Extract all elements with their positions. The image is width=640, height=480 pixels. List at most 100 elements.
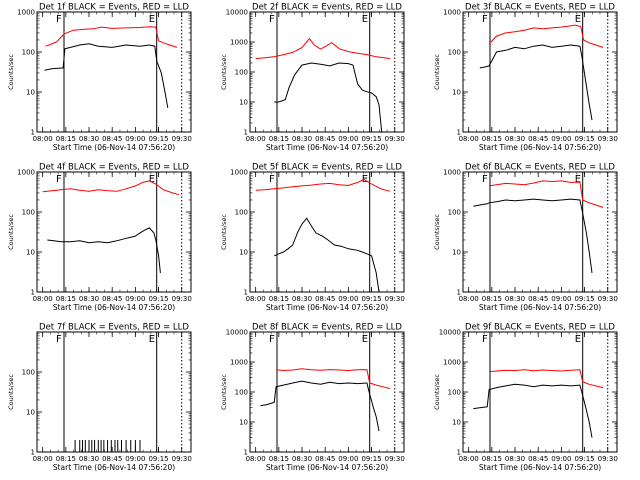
x-tick-label: 09:30	[172, 135, 192, 143]
y-tick-label: 1	[31, 129, 35, 137]
y-tick-label: 10000	[439, 329, 461, 337]
x-tick-label: 08:45	[528, 295, 548, 303]
y-tick-label: 1	[244, 289, 248, 297]
x-tick-label: 09:15	[574, 295, 594, 303]
time-marker-flag: E	[149, 174, 155, 185]
x-tick-label: 08:15	[56, 455, 76, 463]
time-marker-flag: F	[482, 174, 488, 185]
y-tick-label: 1000	[230, 169, 248, 177]
time-marker-flag: F	[269, 174, 275, 185]
y-tick-label: 10	[239, 99, 248, 107]
chart-panel: Det 2f BLACK = Events, RED = LLD 1 10 100 10…	[220, 3, 405, 153]
plot-frame	[36, 11, 192, 133]
lld-rate-line	[255, 178, 391, 192]
x-tick-label: 09:00	[125, 455, 145, 463]
chart-panel: Det 7f BLACK = Events, RED = LLD 1 10 100 08…	[7, 323, 192, 473]
x-tick-label: 08:15	[269, 455, 289, 463]
x-tick-label: 08:45	[102, 455, 122, 463]
x-tick-label: 08:30	[79, 455, 99, 463]
y-tick-label: 1000	[443, 169, 461, 177]
x-tick-label: 08:30	[292, 135, 312, 143]
y-tick-label: 100	[235, 69, 248, 77]
time-marker-flag: E	[149, 334, 155, 345]
x-axis-title: Start Time (06-Nov-14 07:56:20)	[53, 303, 175, 312]
plot-frame	[249, 331, 405, 453]
time-marker-flag: F	[482, 14, 488, 25]
time-marker-flag: F	[56, 334, 62, 345]
events-rate-line	[473, 383, 593, 438]
chart-panel: Det 6f BLACK = Events, RED = LLD 1 10 100 10…	[433, 163, 618, 313]
events-rate-line	[274, 62, 383, 133]
x-tick-label: 08:45	[315, 455, 335, 463]
y-tick-label: 1	[31, 449, 35, 457]
x-tick-label: 08:00	[246, 295, 266, 303]
time-marker-flag: E	[149, 14, 155, 25]
y-tick-label: 100	[22, 49, 35, 57]
time-marker-flag: F	[482, 334, 488, 345]
x-tick-label: 08:30	[79, 295, 99, 303]
x-tick-label: 09:00	[551, 455, 571, 463]
y-tick-label: 10	[26, 409, 35, 417]
x-tick-label: 09:30	[385, 455, 405, 463]
x-axis-title: Start Time (06-Nov-14 07:56:20)	[479, 463, 601, 472]
chart-title: Det 7f BLACK = Events, RED = LLD	[39, 323, 189, 333]
y-tick-label: 10	[452, 419, 461, 427]
x-tick-label: 08:15	[269, 135, 289, 143]
x-tick-label: 09:30	[598, 295, 618, 303]
x-tick-label: 08:15	[482, 455, 502, 463]
y-tick-label: 1000	[443, 9, 461, 17]
x-axis-title: Start Time (06-Nov-14 07:56:20)	[266, 463, 388, 472]
y-tick-label: 1000	[230, 359, 248, 367]
plot-frame	[249, 171, 405, 293]
y-axis-title: Counts/sec	[220, 374, 228, 410]
chart-panel: Det 5f BLACK = Events, RED = LLD 1 10 100 10…	[220, 163, 405, 313]
x-tick-label: 08:30	[505, 135, 525, 143]
y-tick-label: 1	[31, 289, 35, 297]
y-tick-label: 10000	[226, 329, 248, 337]
events-rate-line	[273, 217, 380, 293]
chart-panel: Det 3f BLACK = Events, RED = LLD 1 10 100 10…	[433, 3, 618, 153]
chart-title: Det 2f BLACK = Events, RED = LLD	[252, 3, 402, 13]
y-tick-label: 1000	[17, 169, 35, 177]
plot-frame	[462, 11, 618, 133]
x-tick-label: 09:30	[385, 135, 405, 143]
x-tick-label: 09:15	[574, 455, 594, 463]
x-axis-title: Start Time (06-Nov-14 07:56:20)	[53, 143, 175, 152]
time-marker-flag: F	[56, 14, 62, 25]
plot-frame	[462, 171, 618, 293]
y-tick-label: 100	[448, 389, 461, 397]
plot-frame	[249, 11, 405, 133]
y-tick-label: 1	[244, 449, 248, 457]
x-tick-label: 08:30	[505, 455, 525, 463]
x-tick-label: 08:00	[33, 135, 53, 143]
x-tick-label: 09:30	[598, 455, 618, 463]
x-tick-label: 09:30	[385, 295, 405, 303]
x-tick-label: 09:15	[148, 135, 168, 143]
x-tick-label: 08:15	[269, 295, 289, 303]
x-tick-label: 09:30	[598, 135, 618, 143]
x-tick-label: 08:30	[292, 295, 312, 303]
plot-frame	[36, 331, 192, 453]
y-axis-title: Counts/sec	[7, 214, 15, 250]
time-marker-flag: F	[269, 334, 275, 345]
time-marker-flag: F	[56, 174, 62, 185]
x-tick-label: 09:15	[574, 135, 594, 143]
chart-title: Det 4f BLACK = Events, RED = LLD	[39, 163, 189, 173]
x-tick-label: 08:30	[79, 135, 99, 143]
y-tick-label: 10	[239, 249, 248, 257]
y-tick-label: 100	[235, 389, 248, 397]
y-tick-label: 10000	[226, 9, 248, 17]
events-rate-line	[473, 198, 593, 273]
y-tick-label: 1000	[443, 359, 461, 367]
lld-rate-line	[45, 26, 178, 48]
x-tick-label: 08:45	[102, 295, 122, 303]
y-tick-label: 1	[457, 289, 461, 297]
y-tick-label: 1000	[17, 9, 35, 17]
x-tick-label: 08:45	[315, 135, 335, 143]
x-tick-label: 09:00	[551, 135, 571, 143]
chart-panel: Det 9f BLACK = Events, RED = LLD 1 10 100 10…	[433, 323, 618, 473]
plot-frame	[36, 171, 192, 293]
lld-rate-line	[255, 37, 391, 60]
x-tick-label: 09:15	[361, 295, 381, 303]
